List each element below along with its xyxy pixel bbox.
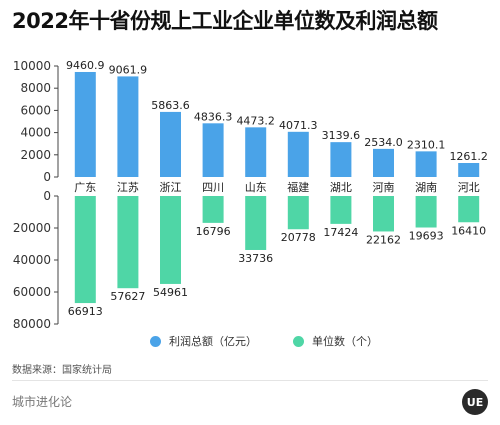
units-value-label: 54961	[153, 286, 188, 299]
units-value-label: 57627	[110, 290, 145, 303]
category-label: 福建	[287, 180, 309, 194]
units-bar	[458, 196, 480, 223]
units-value-label: 33736	[238, 252, 273, 265]
top-y-tick-label: 8000	[20, 81, 51, 95]
brand-name: 城市进化论	[12, 395, 73, 409]
legend-dot-profit	[150, 335, 161, 347]
profit-value-label: 4836.3	[194, 110, 233, 123]
top-y-tick-label: 0	[43, 170, 51, 184]
bottom-y-tick-label: 40000	[13, 253, 51, 267]
bottom-y-tick-label: 60000	[13, 285, 51, 299]
profit-bar	[160, 111, 181, 177]
category-label: 湖南	[415, 181, 437, 194]
profit-bar	[415, 151, 437, 177]
category-label: 广东	[74, 181, 96, 194]
category-label: 湖北	[330, 181, 352, 194]
profit-bar	[74, 71, 96, 177]
category-label: 河北	[458, 181, 480, 194]
units-bar	[160, 196, 181, 284]
top-y-tick-label: 4000	[20, 126, 51, 140]
units-value-label: 20778	[281, 231, 316, 244]
brand-logo: UE	[462, 389, 488, 415]
top-y-tick-label: 10000	[13, 59, 51, 73]
units-bar	[74, 196, 96, 304]
chart-title: 2022年十省份规上工业企业单位数及利润总额	[12, 9, 438, 33]
profit-bar	[117, 76, 139, 177]
units-bar	[245, 196, 267, 250]
units-value-label: 22162	[366, 233, 401, 246]
units-bar	[202, 196, 224, 223]
top-y-tick-label: 6000	[20, 103, 51, 117]
units-value-label: 66913	[68, 305, 103, 318]
bottom-y-tick-label: 80000	[13, 317, 51, 330]
profit-value-label: 9460.9	[66, 59, 105, 72]
category-label: 浙江	[160, 181, 182, 194]
profit-bar	[202, 123, 224, 177]
units-bar	[415, 196, 437, 228]
profit-value-label: 3139.6	[322, 129, 361, 142]
profit-value-label: 2534.0	[364, 136, 403, 149]
bottom-y-tick-label: 0	[43, 189, 51, 203]
profit-bar	[245, 127, 267, 177]
units-value-label: 16410	[451, 224, 486, 237]
category-label: 四川	[202, 181, 224, 194]
profit-value-label: 2310.1	[407, 138, 446, 151]
bottom-y-tick-label: 20000	[13, 221, 51, 235]
units-bar	[287, 196, 309, 230]
profit-bar	[287, 131, 309, 177]
profit-bar	[330, 142, 352, 177]
data-source-note: 数据来源：国家统计局	[12, 365, 112, 376]
legend-dot-units	[293, 335, 304, 347]
chart-legend: 利润总额（亿元） 单位数（个）	[150, 333, 378, 349]
units-bar	[117, 196, 139, 289]
profit-value-label: 4473.2	[236, 114, 275, 127]
legend-item-profit: 利润总额（亿元）	[150, 333, 257, 349]
profit-bar	[373, 148, 394, 177]
footer-divider	[12, 380, 488, 381]
category-label: 山东	[245, 181, 267, 194]
top-y-tick-label: 2000	[20, 148, 51, 162]
legend-item-units: 单位数（个）	[293, 333, 378, 349]
category-label: 河南	[373, 181, 395, 194]
legend-label-units: 单位数（个）	[312, 335, 378, 348]
units-value-label: 19693	[409, 230, 444, 243]
profit-value-label: 5863.6	[151, 99, 190, 112]
units-bar	[330, 196, 352, 224]
profit-value-label: 1261.2	[449, 150, 488, 163]
units-bar	[373, 196, 394, 232]
category-label: 江苏	[117, 181, 139, 194]
units-value-label: 17424	[323, 226, 358, 239]
profit-bar	[458, 163, 480, 177]
bar-chart: 0 2000 4000 6000 8000 10000 0 20000 40000 60000 80…	[13, 59, 488, 330]
profit-value-label: 4071.3	[279, 119, 318, 132]
profit-value-label: 9061.9	[109, 63, 148, 76]
units-value-label: 16796	[196, 225, 231, 238]
legend-label-profit: 利润总额（亿元）	[169, 335, 257, 348]
